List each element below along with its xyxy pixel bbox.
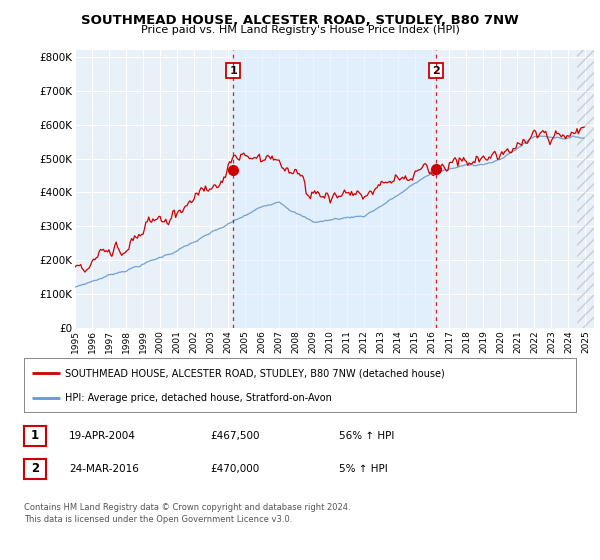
Text: SOUTHMEAD HOUSE, ALCESTER ROAD, STUDLEY, B80 7NW: SOUTHMEAD HOUSE, ALCESTER ROAD, STUDLEY,… (81, 14, 519, 27)
Text: Price paid vs. HM Land Registry's House Price Index (HPI): Price paid vs. HM Land Registry's House … (140, 25, 460, 35)
Text: HPI: Average price, detached house, Stratford-on-Avon: HPI: Average price, detached house, Stra… (65, 393, 332, 403)
Text: 1: 1 (229, 66, 237, 76)
Text: 56% ↑ HPI: 56% ↑ HPI (339, 431, 394, 441)
Text: 2: 2 (432, 66, 440, 76)
Text: 5% ↑ HPI: 5% ↑ HPI (339, 464, 388, 474)
Text: Contains HM Land Registry data © Crown copyright and database right 2024.: Contains HM Land Registry data © Crown c… (24, 503, 350, 512)
Bar (577, 50, 594, 328)
Text: 1: 1 (31, 429, 39, 442)
Text: 24-MAR-2016: 24-MAR-2016 (69, 464, 139, 474)
Text: SOUTHMEAD HOUSE, ALCESTER ROAD, STUDLEY, B80 7NW (detached house): SOUTHMEAD HOUSE, ALCESTER ROAD, STUDLEY,… (65, 368, 445, 379)
Text: This data is licensed under the Open Government Licence v3.0.: This data is licensed under the Open Gov… (24, 515, 292, 524)
Text: £467,500: £467,500 (210, 431, 260, 441)
Bar (233, 50, 436, 328)
Text: 2: 2 (31, 462, 39, 475)
Text: £470,000: £470,000 (210, 464, 259, 474)
Text: 19-APR-2004: 19-APR-2004 (69, 431, 136, 441)
